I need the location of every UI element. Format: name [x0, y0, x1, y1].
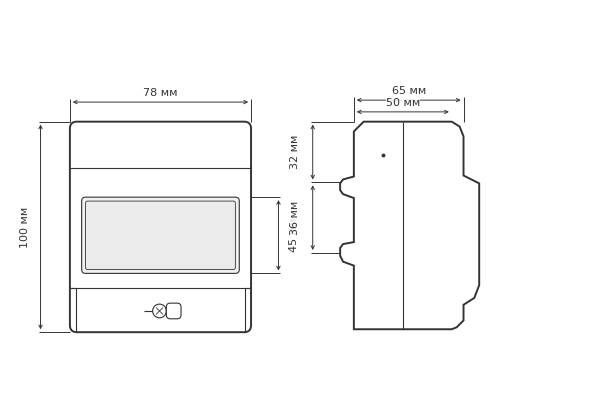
FancyBboxPatch shape — [82, 197, 239, 273]
Polygon shape — [340, 122, 479, 329]
Text: 32 мм: 32 мм — [290, 135, 300, 169]
Text: 78 мм: 78 мм — [143, 88, 178, 98]
FancyBboxPatch shape — [86, 201, 235, 270]
Text: 36 мм: 36 мм — [290, 200, 300, 235]
FancyBboxPatch shape — [70, 122, 251, 332]
FancyBboxPatch shape — [166, 303, 181, 319]
Text: 100 мм: 100 мм — [20, 206, 30, 248]
Text: 45 мм: 45 мм — [289, 218, 299, 252]
Text: 50 мм: 50 мм — [386, 98, 420, 108]
Text: 65 мм: 65 мм — [392, 86, 426, 96]
